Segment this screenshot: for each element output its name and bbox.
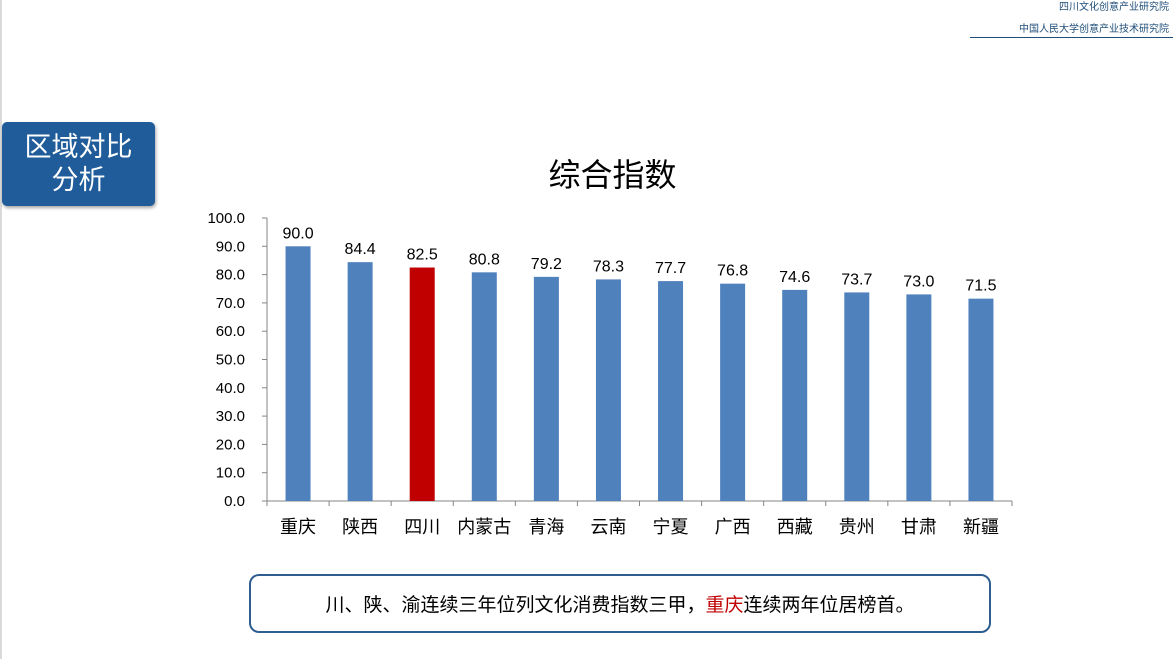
bar [409,267,435,501]
bar [844,292,870,501]
bar [658,281,684,501]
section-badge-line-1: 区域对比 [24,132,133,163]
category-label: 西藏 [777,517,813,538]
section-badge-line-2: 分析 [51,165,106,196]
y-tick-label: 90.0 [216,238,245,255]
summary-note-highlight: 重庆 [705,594,744,616]
category-label: 甘肃 [901,517,937,538]
category-label: 新疆 [963,517,999,538]
bar [595,279,621,501]
summary-note-text-1: 川、陕、渝连续三年位列文化消费指数三甲， [325,594,706,616]
bar-value-label: 79.2 [531,256,562,273]
summary-note: 川、陕、渝连续三年位列文化消费指数三甲， 重庆 连续两年位居榜首。 [249,574,991,633]
bar-value-label: 82.5 [407,247,438,264]
category-label: 宁夏 [653,517,689,538]
y-tick-label: 70.0 [216,295,245,312]
y-tick-label: 40.0 [216,380,245,397]
summary-note-text-2: 连续两年位居榜首。 [743,594,915,616]
chart-title: 综合指数 [548,156,677,194]
y-tick-label: 20.0 [216,436,245,453]
category-label: 青海 [528,517,564,538]
bar-value-label: 78.3 [593,258,624,275]
category-label: 贵州 [839,517,875,538]
institute-name-renmin: 中国人民大学创意产业技术研究院 [1019,24,1169,35]
category-label: 广西 [715,517,751,538]
bar-value-label: 80.8 [469,251,500,268]
bar [906,294,932,501]
y-tick-label: 10.0 [216,465,245,482]
bar-value-label: 73.7 [841,271,872,288]
bar-value-label: 90.0 [282,225,313,242]
y-tick-label: 30.0 [216,408,245,425]
y-tick-label: 50.0 [216,352,245,369]
bar-value-label: 84.4 [345,241,376,258]
y-tick-label: 80.0 [216,267,245,284]
institute-name-sichuan: 四川文化创意产业研究院 [1059,2,1169,13]
category-label: 重庆 [280,517,316,538]
bar [471,272,497,501]
bar-value-label: 73.0 [903,273,934,290]
category-label: 内蒙古 [457,517,511,538]
category-label: 云南 [590,517,626,538]
y-tick-label: 60.0 [216,323,245,340]
section-badge: 区域对比 分析 [2,122,155,206]
header-divider [970,37,1173,38]
bar [533,276,559,501]
bar [782,289,808,501]
category-label: 陕西 [342,517,378,538]
bar-value-label: 77.7 [655,260,686,277]
y-tick-label: 0.0 [224,493,245,510]
bar [285,246,311,501]
y-tick-label: 100.0 [207,210,245,227]
bar-value-label: 74.6 [779,269,810,286]
bar [968,298,994,501]
bar-value-label: 76.8 [717,263,748,280]
bar [720,283,746,501]
bar-value-label: 71.5 [965,278,996,295]
left-edge-rule [0,0,2,659]
header-institutes: 四川文化创意产业研究院 中国人民大学创意产业技术研究院 [869,0,1169,36]
bar [347,262,373,501]
category-label: 四川 [404,517,440,538]
